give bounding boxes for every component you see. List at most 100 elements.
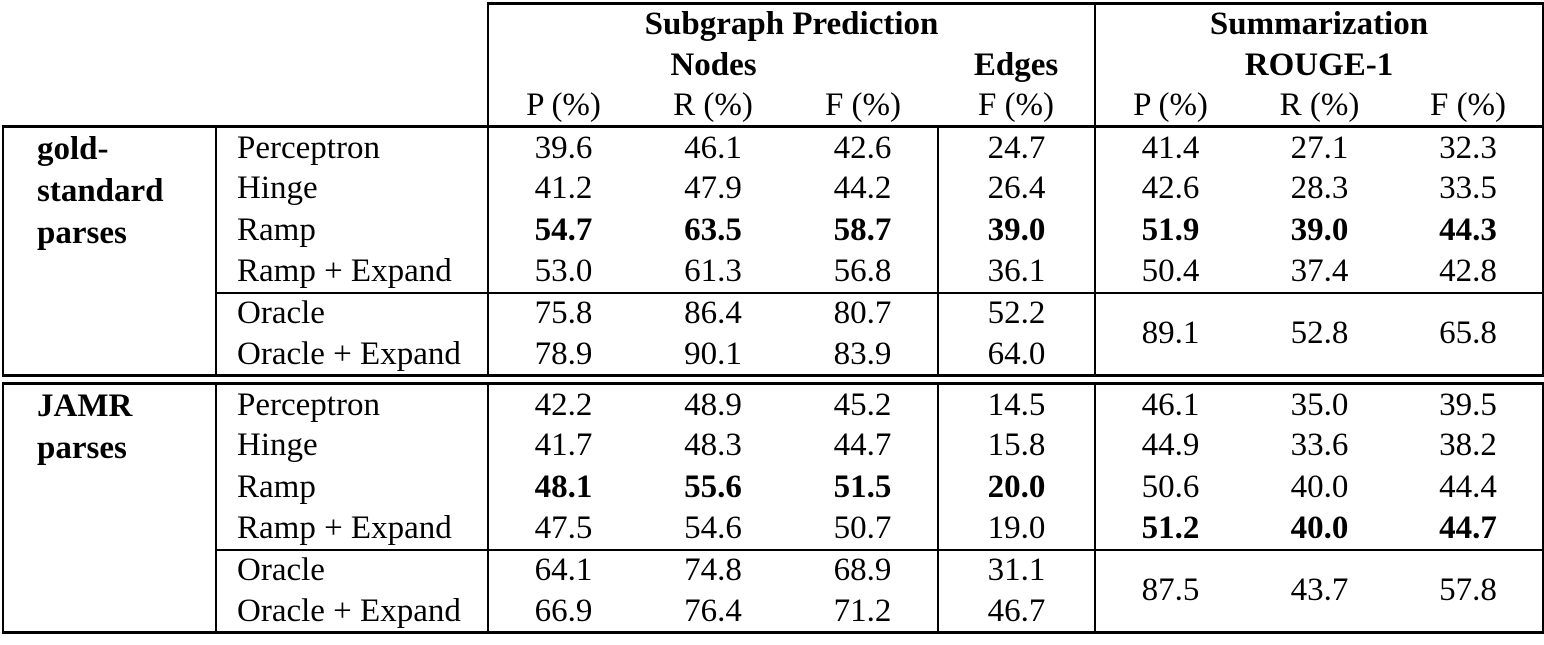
value-cell: 42.6 bbox=[788, 126, 939, 168]
method-cell: Oracle bbox=[216, 549, 489, 591]
value-cell: 41.7 bbox=[534, 427, 593, 464]
results-table: Subgraph Prediction Summarization Nodes … bbox=[2, 2, 1544, 634]
method-cell: Hinge bbox=[216, 168, 489, 210]
value-cell: 42.2 bbox=[534, 386, 593, 423]
value-cell: 75.8 bbox=[534, 295, 593, 332]
value-cell: 37.4 bbox=[1245, 251, 1395, 294]
col-header-edges-f: F (%) bbox=[938, 85, 1097, 128]
value-cell: 46.1 bbox=[684, 129, 742, 166]
method-cell: Ramp bbox=[216, 466, 489, 508]
method-cell: Hinge bbox=[216, 425, 489, 467]
value-cell: 33.5 bbox=[1394, 168, 1544, 210]
header-edges: Edges bbox=[938, 44, 1097, 86]
value-cell: 54.7 bbox=[534, 211, 593, 248]
method-cell: Perceptron bbox=[216, 126, 489, 168]
value-cell: 27.1 bbox=[1290, 129, 1349, 166]
value-cell: 58.7 bbox=[788, 209, 939, 251]
header-summarization: Summarization bbox=[1095, 2, 1544, 45]
value-cell: 64.1 bbox=[534, 552, 593, 589]
value-cell: 39.0 bbox=[938, 209, 1097, 251]
value-cell: 86.4 bbox=[684, 295, 742, 332]
value-cell: 50.6 bbox=[1141, 468, 1200, 505]
value-cell: 20.0 bbox=[938, 466, 1097, 508]
value-cell: 64.0 bbox=[938, 334, 1097, 376]
method-cell: Oracle + Expand bbox=[216, 334, 489, 376]
value-cell: 61.3 bbox=[638, 251, 788, 294]
value-cell: 31.1 bbox=[938, 549, 1097, 591]
value-cell: 40.0 bbox=[1290, 468, 1349, 505]
value-cell: 66.9 bbox=[488, 591, 638, 634]
value-cell: 50.4 bbox=[1095, 251, 1246, 294]
value-cell: 41.4 bbox=[1141, 129, 1200, 166]
value-cell: 39.5 bbox=[1394, 383, 1544, 425]
value-cell: 44.7 bbox=[788, 425, 939, 467]
header-empty-corner bbox=[3, 45, 488, 86]
col-header-nodes-p: P (%) bbox=[487, 85, 638, 128]
value-cell: 80.7 bbox=[788, 292, 939, 334]
value-cell: 14.5 bbox=[938, 383, 1097, 425]
method-cell: Perceptron bbox=[216, 383, 489, 425]
method-cell: Oracle + Expand bbox=[216, 591, 489, 634]
value-cell: 51.2 bbox=[1095, 508, 1246, 551]
merged-oracle-value-cell: 57.8 bbox=[1394, 549, 1544, 634]
value-cell: 54.6 bbox=[638, 508, 788, 551]
value-cell: 48.1 bbox=[534, 468, 593, 505]
value-cell: 46.1 bbox=[1141, 386, 1200, 423]
value-cell: 47.9 bbox=[684, 170, 742, 207]
value-cell: 15.8 bbox=[938, 425, 1097, 467]
col-header-rouge-r: R (%) bbox=[1245, 85, 1395, 128]
value-cell: 19.0 bbox=[938, 508, 1097, 551]
method-cell: Ramp bbox=[216, 209, 489, 251]
value-cell: 71.2 bbox=[788, 591, 939, 634]
section-divider-double-rule bbox=[3, 374, 1544, 385]
value-cell: 39.0 bbox=[1290, 211, 1349, 248]
value-cell: 51.5 bbox=[788, 466, 939, 508]
col-header-rouge-f: F (%) bbox=[1394, 85, 1544, 128]
value-cell: 63.5 bbox=[684, 211, 742, 248]
value-cell: 83.9 bbox=[788, 334, 939, 376]
value-cell: 53.0 bbox=[488, 251, 638, 294]
value-cell: 44.7 bbox=[1394, 508, 1544, 551]
value-cell: 42.8 bbox=[1394, 251, 1544, 294]
value-cell: 36.1 bbox=[938, 251, 1097, 294]
merged-oracle-value-cell: 65.8 bbox=[1394, 292, 1544, 376]
value-cell: 45.2 bbox=[788, 383, 939, 425]
method-cell: Ramp + Expand bbox=[216, 251, 489, 294]
value-cell: 42.6 bbox=[1141, 170, 1200, 207]
col-header-nodes-r: R (%) bbox=[638, 85, 788, 128]
value-cell: 52.2 bbox=[938, 292, 1097, 334]
value-cell: 35.0 bbox=[1290, 386, 1349, 423]
value-cell: 68.9 bbox=[788, 549, 939, 591]
value-cell: 28.3 bbox=[1290, 170, 1349, 207]
value-cell: 46.7 bbox=[938, 591, 1097, 634]
value-cell: 41.2 bbox=[534, 170, 593, 207]
value-cell: 44.2 bbox=[788, 168, 939, 210]
value-cell: 76.4 bbox=[638, 591, 788, 634]
value-cell: 78.9 bbox=[534, 335, 593, 372]
value-cell: 33.6 bbox=[1290, 427, 1349, 464]
value-cell: 48.3 bbox=[684, 427, 742, 464]
merged-oracle-value-cell: 89.1 bbox=[1141, 315, 1200, 352]
merged-oracle-value-cell: 52.8 bbox=[1290, 315, 1349, 352]
header-empty-corner bbox=[3, 85, 488, 128]
method-cell: Oracle bbox=[216, 292, 489, 334]
col-header-nodes-f: F (%) bbox=[788, 85, 938, 128]
method-cell: Ramp + Expand bbox=[216, 508, 489, 551]
value-cell: 26.4 bbox=[938, 168, 1097, 210]
value-cell: 50.7 bbox=[788, 508, 939, 551]
value-cell: 39.6 bbox=[534, 129, 593, 166]
value-cell: 55.6 bbox=[684, 468, 742, 505]
merged-oracle-value-cell: 43.7 bbox=[1245, 549, 1395, 634]
group-label-gold-standard-parses: gold- standard parses bbox=[2, 126, 217, 376]
value-cell: 74.8 bbox=[684, 552, 742, 589]
value-cell: 48.9 bbox=[684, 386, 742, 423]
value-cell: 24.7 bbox=[938, 126, 1097, 168]
value-cell: 90.1 bbox=[684, 335, 742, 372]
value-cell: 32.3 bbox=[1394, 126, 1544, 168]
merged-oracle-value-cell: 87.5 bbox=[1095, 549, 1246, 634]
col-header-rouge-p: P (%) bbox=[1095, 85, 1246, 128]
value-cell: 44.9 bbox=[1141, 427, 1200, 464]
value-cell: 44.3 bbox=[1394, 209, 1544, 251]
header-rouge-1: ROUGE-1 bbox=[1095, 44, 1544, 86]
